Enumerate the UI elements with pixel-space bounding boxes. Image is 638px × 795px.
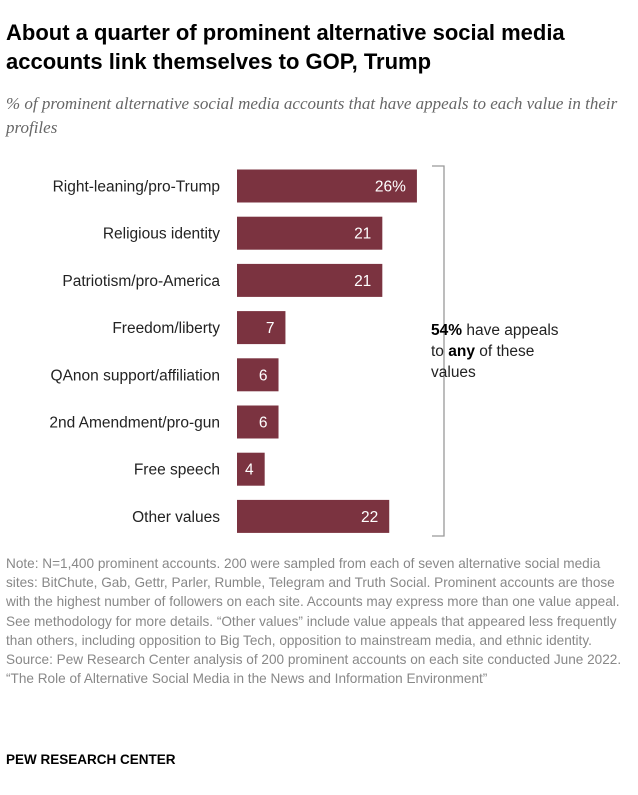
category-label: QAnon support/affiliation xyxy=(51,367,220,384)
bar xyxy=(237,499,390,533)
value-label: 6 xyxy=(259,367,268,384)
category-label: Religious identity xyxy=(103,226,220,243)
notes: Note: N=1,400 prominent accounts. 200 we… xyxy=(6,554,632,688)
category-label: Right-leaning/pro-Trump xyxy=(53,179,220,196)
bracket xyxy=(432,165,445,537)
category-label: Patriotism/pro-America xyxy=(62,273,220,290)
chart-title: About a quarter of prominent alternative… xyxy=(6,20,565,74)
annotation-value: 54% xyxy=(431,322,463,339)
value-label: 26% xyxy=(375,179,406,196)
value-label: 4 xyxy=(245,462,254,479)
bar xyxy=(237,311,286,345)
annotation-text-1: have appeals to xyxy=(431,322,559,360)
value-label: 7 xyxy=(266,320,275,337)
source-text: Source: Pew Research Center analysis of … xyxy=(6,652,622,668)
category-label: Free speech xyxy=(134,462,220,479)
bar xyxy=(237,405,279,439)
report-title: “The Role of Alternative Social Media in… xyxy=(6,671,488,687)
bar xyxy=(237,452,265,486)
bar xyxy=(237,358,279,392)
bar-chart: Right-leaning/pro-Trump 26% Religious iden… xyxy=(49,165,445,537)
category-label: 2nd Amendment/pro-gun xyxy=(49,415,220,432)
footer-brand: PEW RESEARCH CENTER xyxy=(6,752,176,767)
annotation-emphasis: any xyxy=(448,343,475,360)
chart-subtitle: % of prominent alternative social media … xyxy=(6,94,618,137)
value-label: 21 xyxy=(354,273,371,290)
value-label: 21 xyxy=(354,226,371,243)
bars-layer: Right-leaning/pro-Trump 26% Religious iden… xyxy=(49,169,417,533)
category-label: Other values xyxy=(132,509,220,526)
bar xyxy=(237,263,383,297)
category-label: Freedom/liberty xyxy=(112,320,220,337)
annotation-text-2: of these values xyxy=(431,343,535,381)
annotation: 54% have appeals to any of these values xyxy=(431,320,571,383)
note-text: Note: N=1,400 prominent accounts. 200 we… xyxy=(6,556,620,648)
bar xyxy=(237,169,417,203)
bar xyxy=(237,216,383,250)
value-label: 22 xyxy=(361,509,378,526)
value-label: 6 xyxy=(259,415,268,432)
